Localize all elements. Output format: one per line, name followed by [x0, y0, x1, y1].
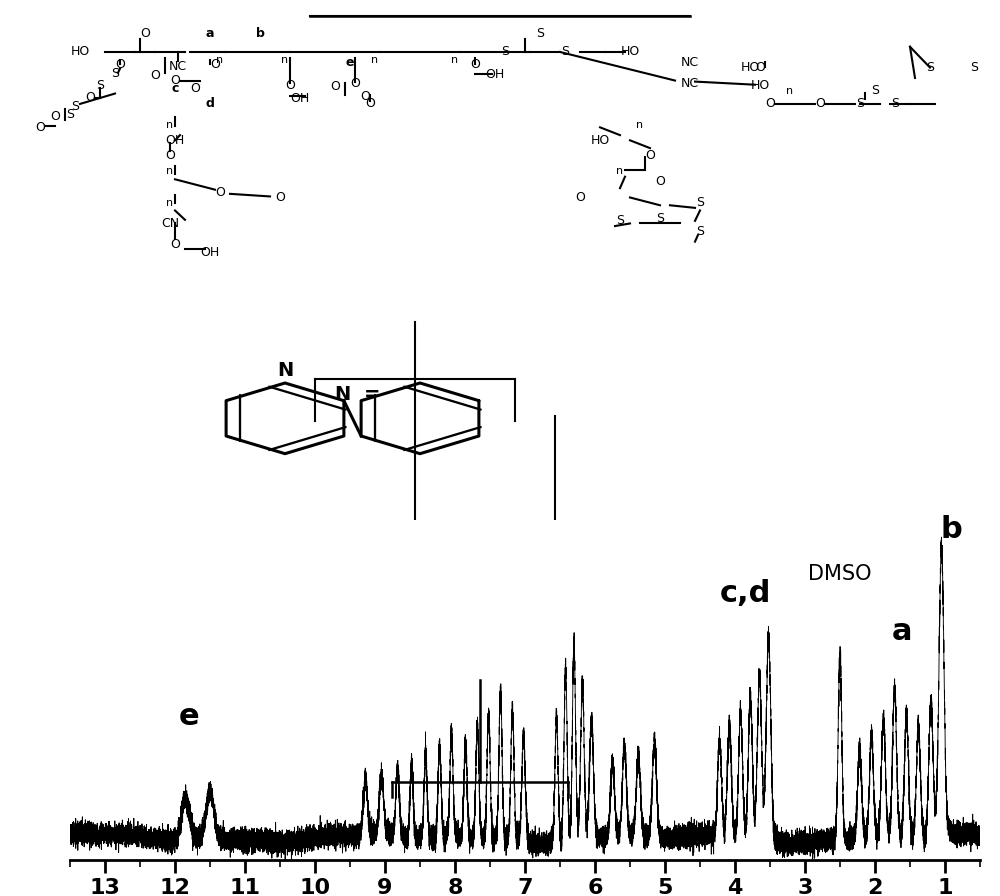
Text: O: O	[35, 121, 45, 134]
Text: OH: OH	[485, 68, 505, 81]
Text: OH: OH	[200, 246, 220, 259]
Text: S: S	[71, 100, 79, 113]
Text: O: O	[170, 74, 180, 87]
Text: S: S	[561, 46, 569, 58]
Text: n: n	[166, 198, 174, 208]
Text: n: n	[786, 86, 794, 96]
Text: n: n	[451, 55, 459, 65]
Text: N: N	[334, 385, 350, 404]
Text: c,d: c,d	[720, 579, 771, 608]
Text: O: O	[275, 191, 285, 204]
Text: S: S	[856, 98, 864, 110]
Text: O: O	[645, 150, 655, 162]
Text: e: e	[179, 702, 199, 731]
Text: =: =	[364, 385, 380, 404]
Text: S: S	[871, 84, 879, 98]
Text: HO: HO	[620, 46, 640, 58]
Text: O: O	[470, 58, 480, 72]
Text: S: S	[696, 225, 704, 237]
Text: O: O	[365, 98, 375, 110]
Text: S: S	[111, 67, 119, 81]
Text: n: n	[636, 120, 644, 130]
Text: S: S	[66, 108, 74, 121]
Text: e: e	[346, 56, 354, 69]
Text: S: S	[96, 79, 104, 92]
Text: O: O	[85, 91, 95, 104]
Text: O: O	[50, 110, 60, 124]
Text: NC: NC	[681, 77, 699, 90]
Text: NC: NC	[681, 56, 699, 69]
Text: DMSO: DMSO	[808, 564, 872, 584]
Text: NC: NC	[169, 60, 187, 73]
Text: c: c	[171, 82, 179, 95]
Text: S: S	[696, 196, 704, 209]
Text: S: S	[656, 211, 664, 225]
Text: n: n	[216, 55, 224, 65]
Text: O: O	[190, 82, 200, 95]
Text: n: n	[616, 167, 624, 177]
Text: O: O	[755, 61, 765, 74]
Text: CN: CN	[161, 217, 179, 230]
Text: b: b	[940, 514, 962, 544]
Text: n: n	[166, 120, 174, 130]
Text: O: O	[150, 69, 160, 82]
Text: O: O	[765, 98, 775, 110]
Text: S: S	[536, 27, 544, 40]
Text: N: N	[277, 360, 293, 380]
Text: O: O	[115, 58, 125, 72]
Text: S: S	[951, 61, 979, 74]
Text: n: n	[281, 55, 289, 65]
Text: O: O	[215, 185, 225, 199]
Text: OH: OH	[290, 92, 310, 105]
Text: S: S	[501, 46, 509, 58]
Text: O: O	[210, 58, 220, 72]
Text: O: O	[360, 90, 370, 103]
Text: OH: OH	[165, 134, 185, 147]
Text: O: O	[170, 237, 180, 251]
Text: d: d	[206, 98, 214, 110]
Text: O: O	[350, 77, 360, 90]
Text: S: S	[616, 214, 624, 228]
Text: HO: HO	[750, 79, 770, 92]
Text: S: S	[926, 61, 934, 74]
Text: n: n	[166, 167, 174, 177]
Text: O: O	[285, 79, 295, 92]
Text: O: O	[815, 98, 825, 110]
Text: O: O	[330, 81, 340, 93]
Text: a: a	[891, 616, 912, 646]
Text: HO: HO	[740, 61, 760, 74]
Text: O: O	[165, 150, 175, 162]
Text: O: O	[140, 27, 150, 40]
Text: b: b	[256, 27, 264, 40]
Text: O: O	[575, 191, 585, 204]
Text: HO: HO	[70, 46, 90, 58]
Text: O: O	[655, 176, 665, 188]
Text: HO: HO	[590, 134, 610, 147]
Text: S: S	[891, 98, 899, 110]
Text: a: a	[206, 27, 214, 40]
Text: n: n	[371, 55, 379, 65]
